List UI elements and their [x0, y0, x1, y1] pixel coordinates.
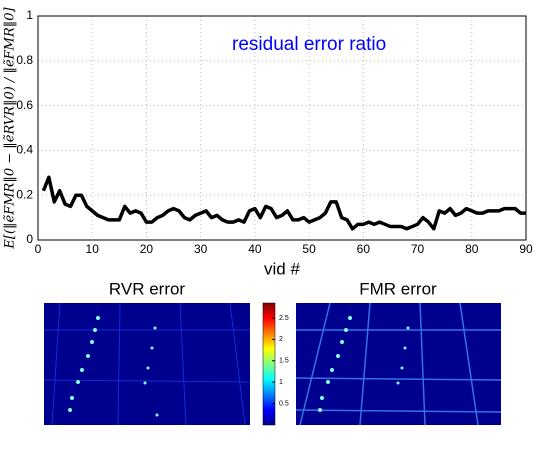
- x-tick-label: 50: [302, 242, 316, 256]
- x-tick-label: 90: [519, 242, 533, 256]
- plot-frame-group: [38, 16, 526, 240]
- plot-border: [37, 15, 527, 241]
- image-title: FMR error: [359, 279, 437, 298]
- image-title: RVR error: [109, 279, 186, 298]
- y-tick-label: 0.8: [16, 53, 33, 67]
- y-tick-label: 0.2: [16, 187, 33, 201]
- x-tick-label: 0: [35, 242, 42, 256]
- x-tick-label: 20: [140, 242, 154, 256]
- rvr-image: [43, 302, 251, 426]
- x-tick-label: 60: [357, 242, 371, 256]
- plot-area: [38, 16, 526, 240]
- data-line: [41, 175, 526, 231]
- colorbar-tick-label: 1: [279, 379, 283, 386]
- x-tick-label: 30: [194, 242, 208, 256]
- colorbar-tick-label: 0.5: [279, 400, 289, 407]
- x-tick-label: 70: [411, 242, 425, 256]
- chart-title: residual error ratio: [232, 34, 386, 55]
- x-tick-label: 10: [86, 242, 100, 256]
- colorbar-tick-label: 2.5: [279, 315, 289, 322]
- y-tick-label: 0.4: [16, 143, 33, 157]
- y-axis-label: E[(‖ẽFMR‖0 − ‖ẽRVR‖0) / ‖ẽFMR‖0]: [3, 6, 18, 249]
- colorbar: [262, 302, 276, 426]
- colorbar-tick-label: 1.5: [279, 358, 289, 365]
- fmr-image: [295, 302, 502, 426]
- y-tick-label: 1: [26, 8, 33, 22]
- colorbar-tick-label: 2: [279, 336, 283, 343]
- x-tick-label: 80: [465, 242, 479, 256]
- x-axis-label: vid #: [264, 259, 300, 278]
- y-tick-label: 0.6: [16, 98, 33, 112]
- y-tick-label: 0: [26, 232, 33, 246]
- x-tick-label: 40: [248, 242, 262, 256]
